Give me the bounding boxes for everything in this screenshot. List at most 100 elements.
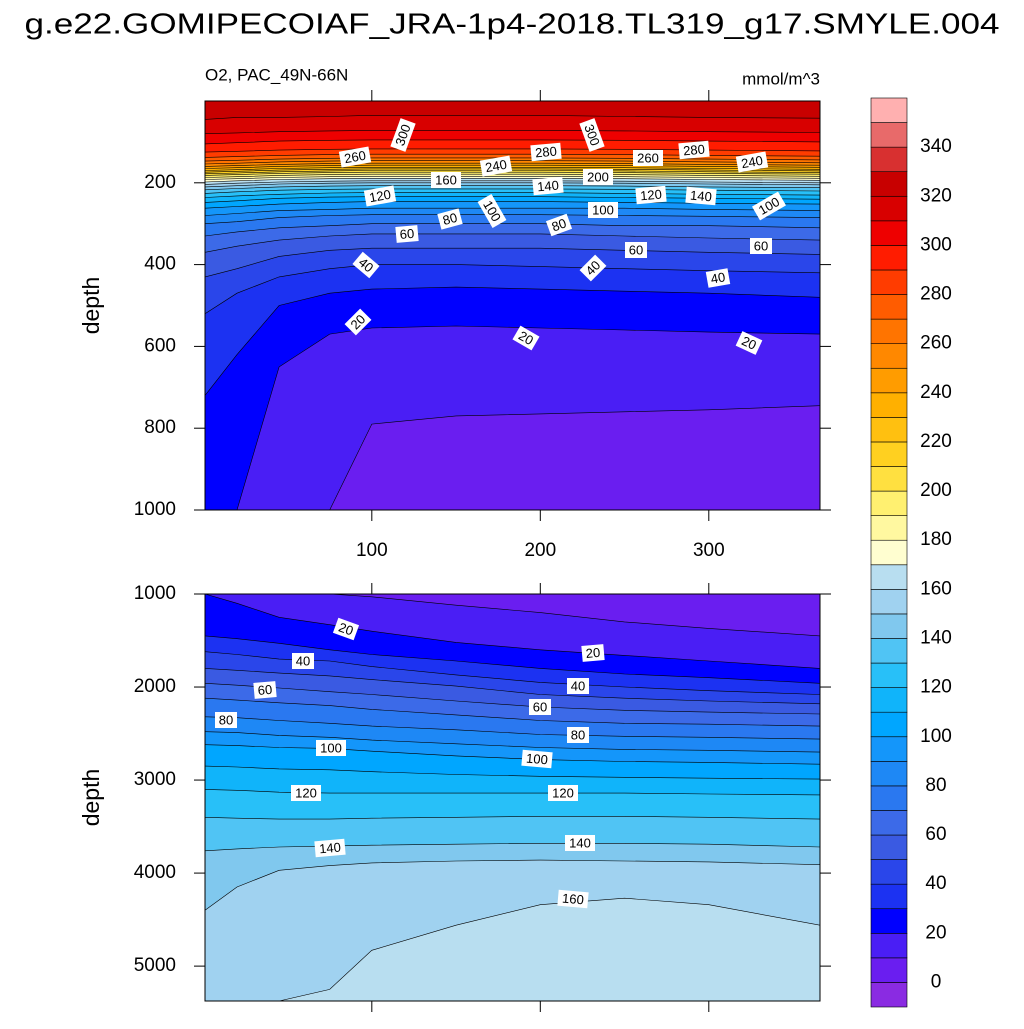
contour-line (205, 176, 820, 180)
colorbar-box (870, 711, 908, 738)
contour-line (205, 185, 820, 191)
contour-label-box (567, 727, 589, 743)
contour-label-text: 140 (319, 840, 342, 857)
contour-label-text: 120 (295, 785, 317, 800)
contour-label-text: 140 (690, 188, 713, 205)
contour-label-box (479, 155, 513, 177)
colorbar-box (870, 736, 908, 762)
contour-label-text: 120 (552, 785, 574, 800)
contour-label-text: 20 (739, 333, 758, 353)
contour-line (205, 164, 820, 169)
colorbar-box (870, 539, 908, 566)
contour-label: 60 (750, 238, 772, 254)
contour-label-box (705, 268, 731, 288)
colorbar-box (870, 220, 908, 246)
contour-label-box (678, 140, 710, 160)
contour-field (205, 101, 820, 510)
contour-label-text: 100 (526, 751, 549, 768)
contour-line (205, 167, 820, 171)
contour-line (205, 162, 820, 167)
contour-label: 80 (545, 213, 573, 237)
contour-line (205, 178, 820, 183)
contour-label-text: 160 (435, 172, 457, 187)
contour-label-text: 160 (562, 891, 585, 908)
contour-label-text: 40 (296, 653, 310, 668)
colorbar-label: 120 (920, 677, 952, 698)
contour-line (205, 157, 820, 162)
contour-label: 40 (705, 268, 731, 288)
colorbar-box (870, 245, 908, 271)
y-tick-label: 3000 (134, 769, 176, 790)
colorbar-label: 180 (920, 529, 952, 550)
contour-label-text: 100 (592, 202, 614, 217)
contour-label-box (532, 176, 564, 196)
colorbar-label: 0 (931, 971, 942, 992)
colorbar-label: 240 (920, 382, 952, 403)
contour-label: 260 (338, 146, 372, 168)
contour-label-box (633, 150, 663, 166)
contour-line (205, 731, 820, 753)
contour-label: 120 (548, 785, 578, 801)
colorbar-box (870, 122, 908, 148)
colorbar-box (870, 834, 908, 860)
contour-label-box (557, 889, 589, 909)
colorbar-box (870, 613, 908, 639)
contour-label-box (316, 740, 346, 756)
contour-label-text: 80 (441, 210, 459, 228)
contour-label-box (521, 749, 553, 769)
contour-line (205, 651, 820, 695)
colorbar-label: 220 (920, 431, 952, 452)
contour-label: 60 (395, 225, 419, 243)
y-tick-label: 200 (144, 172, 176, 193)
contour-label-text: 280 (683, 142, 706, 159)
contour-line (205, 716, 820, 740)
contour-label-box (332, 617, 360, 641)
contour-line (205, 815, 820, 820)
contour-label: 40 (567, 678, 589, 694)
contour-label: 300 (390, 118, 416, 152)
contour-label-box (635, 185, 667, 205)
contour-line (205, 168, 820, 173)
contour-label-text: 20 (516, 328, 536, 348)
units-label: mmol/m^3 (742, 69, 820, 88)
contour-line (205, 264, 820, 314)
colorbar-label: 160 (920, 578, 952, 599)
contour-line (205, 182, 820, 188)
contour-label: 80 (567, 727, 589, 743)
contour-line (205, 130, 820, 134)
contour-line (205, 173, 820, 178)
contour-label-text: 80 (219, 712, 233, 727)
contour-label: 160 (557, 889, 589, 909)
contour-label-box (588, 202, 618, 218)
y-axis-label: depth (78, 769, 104, 827)
contour-label-box (583, 169, 613, 185)
contour-line (205, 594, 820, 669)
contour-label-text: 140 (537, 178, 560, 195)
contour-line (205, 139, 820, 145)
panel-subtitle: O2, PAC_49N-66N (205, 65, 348, 84)
colorbar-box (870, 171, 908, 197)
colorbar-box (870, 490, 908, 516)
colorbar-box (870, 589, 908, 615)
contour-line (205, 405, 820, 510)
colorbar-box (870, 466, 908, 492)
colorbar-box (870, 859, 908, 885)
contour-label-text: 300 (581, 122, 603, 148)
contour-label-box (344, 308, 372, 336)
contour-label: 40 (352, 251, 380, 279)
colorbar-box (870, 294, 908, 320)
contour-line (205, 192, 820, 198)
colorbar-box (870, 97, 908, 123)
colorbar-box (870, 564, 908, 590)
contour-label-text: 100 (320, 740, 342, 755)
contour-label-box (253, 681, 277, 699)
contour-label: 120 (291, 785, 321, 801)
contour-label-text: 60 (533, 699, 547, 714)
contour-label-box (735, 331, 763, 355)
contour-label-box (291, 785, 321, 801)
contour-line (205, 286, 820, 396)
colorbar-box (870, 932, 908, 959)
colorbar-box (870, 638, 908, 664)
contour-label-box (735, 151, 769, 173)
